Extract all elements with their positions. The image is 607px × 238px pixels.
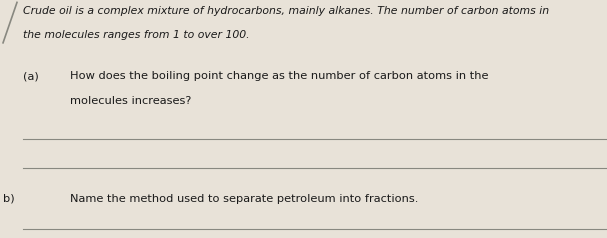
Text: (a): (a) — [23, 71, 39, 81]
Text: b): b) — [3, 194, 15, 204]
Text: Crude oil is a complex mixture of hydrocarbons, mainly alkanes. The number of ca: Crude oil is a complex mixture of hydroc… — [23, 6, 549, 16]
Text: molecules increases?: molecules increases? — [70, 96, 191, 106]
Text: Name the method used to separate petroleum into fractions.: Name the method used to separate petrole… — [70, 194, 418, 204]
Text: How does the boiling point change as the number of carbon atoms in the: How does the boiling point change as the… — [70, 71, 488, 81]
Text: the molecules ranges from 1 to over 100.: the molecules ranges from 1 to over 100. — [23, 30, 249, 40]
